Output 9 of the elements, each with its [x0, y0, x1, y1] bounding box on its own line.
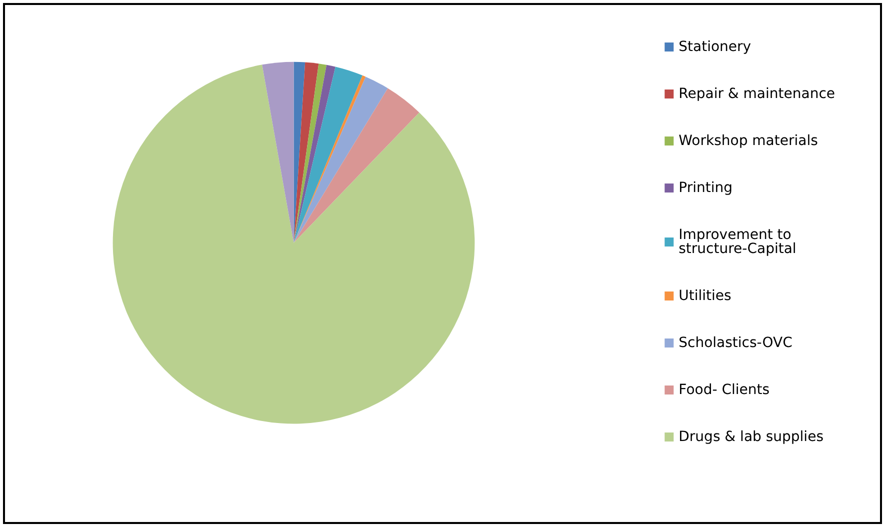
legend-label: Printing: [678, 180, 732, 196]
legend-label: Scholastics-OVC: [678, 335, 793, 351]
legend-label: Repair & maintenance: [678, 86, 835, 102]
legend-label: Food- Clients: [678, 382, 770, 398]
legend-label: Improvement to structure-Capital: [678, 227, 796, 257]
legend-label: Drugs & lab supplies: [678, 429, 824, 445]
legend-label: Stationery: [678, 39, 752, 55]
legend-label: Utilities: [678, 288, 732, 304]
legend-label: Workshop materials: [678, 133, 818, 149]
